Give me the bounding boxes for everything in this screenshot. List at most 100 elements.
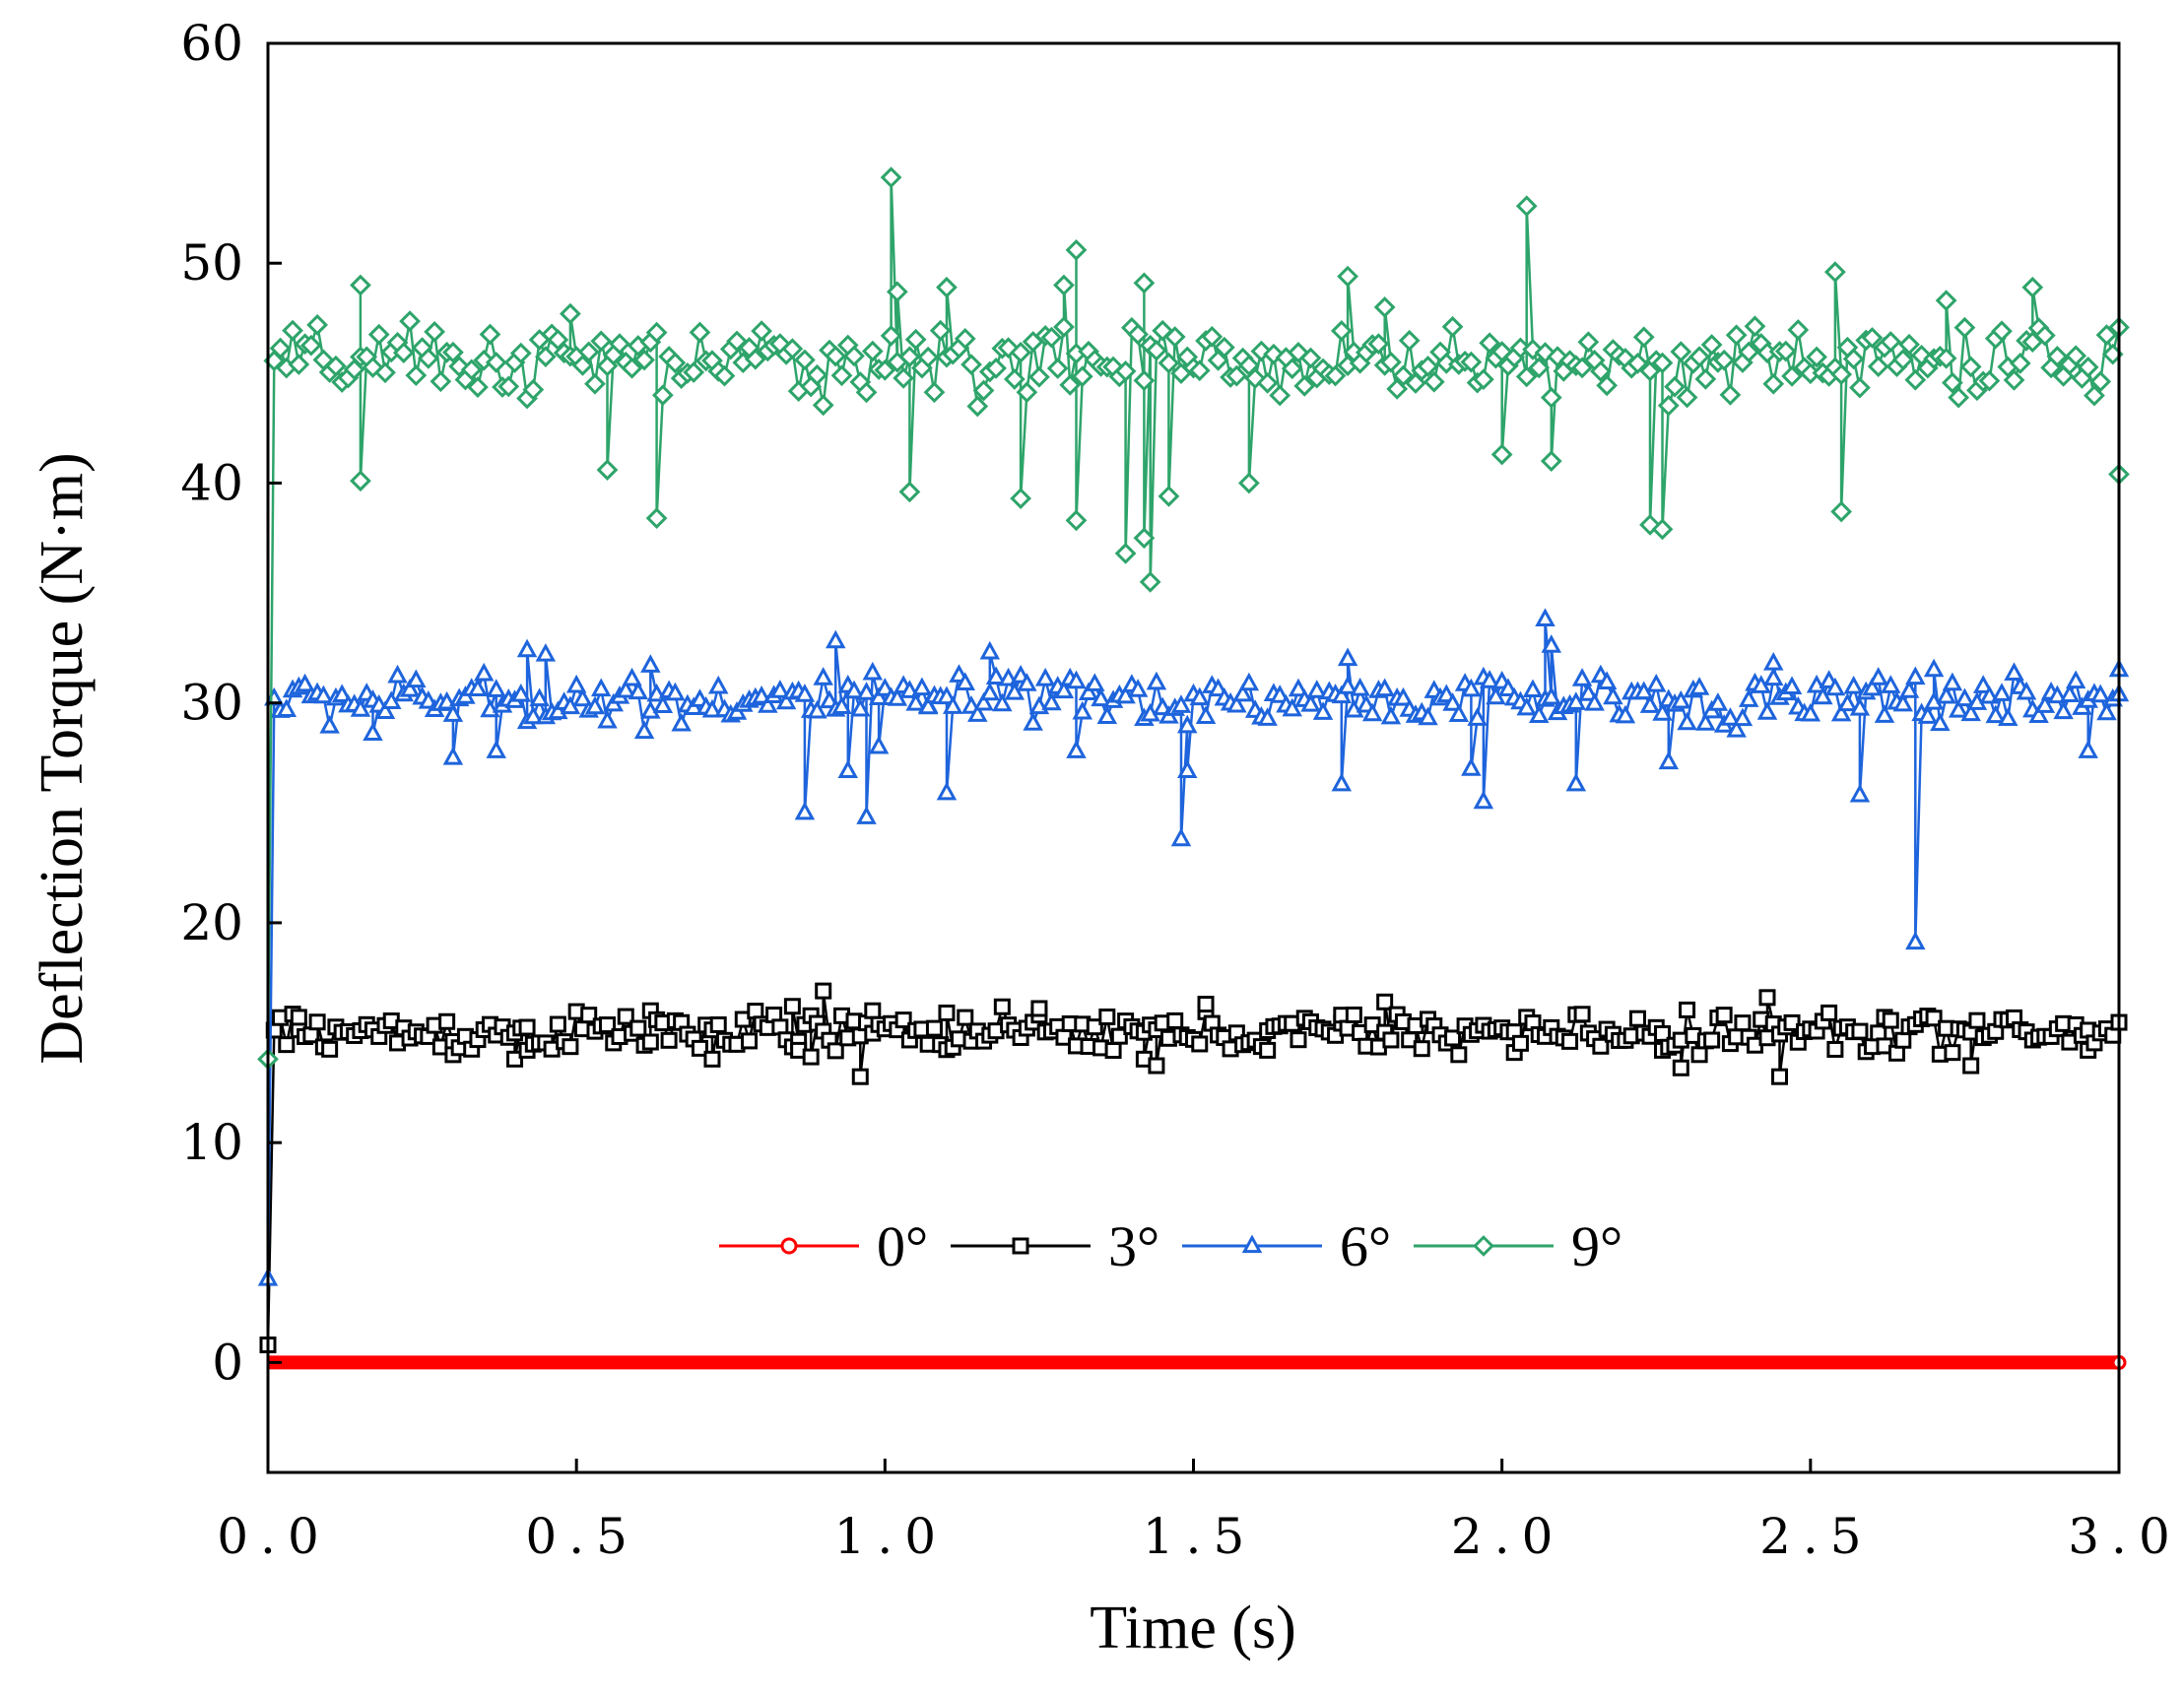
diamond-marker [1670,341,1692,362]
triangle-marker [1726,718,1747,738]
square-marker [518,1018,536,1036]
diamond-marker [1473,1235,1494,1257]
triangle-marker [1516,696,1537,716]
diamond-marker [923,381,946,404]
diamond-marker [880,325,902,347]
square-marker [290,1009,307,1026]
triangle-marker [1041,691,1062,711]
triangle-marker [1257,707,1278,726]
triangle-marker [1541,634,1562,653]
triangle-marker [775,690,797,710]
triangle-marker [1603,685,1623,705]
triangle-marker [905,691,926,711]
triangle-marker [363,722,383,742]
square-marker [1382,1031,1400,1049]
square-marker [938,1004,956,1021]
triangle-marker [837,759,858,778]
diamond-marker [1127,323,1150,346]
square-marker [1413,1040,1430,1058]
triangle-marker [473,662,495,682]
square-marker [549,1015,566,1033]
triangle-marker [276,698,298,717]
square-marker [815,982,832,1000]
diamond-marker [1028,365,1050,388]
triangle-marker [1269,685,1291,703]
triangle-marker [1091,687,1111,707]
square-marker [1734,1014,1752,1032]
diamond-marker [1774,340,1797,362]
diamond-marker [1651,352,1674,374]
square-marker [1894,1031,1912,1049]
triangle-marker [486,740,506,758]
diamond-marker [954,328,976,350]
square-marker [894,1011,912,1029]
diamond-marker [664,352,687,374]
diamond-marker [1590,360,1612,382]
diamond-marker [1891,349,1914,371]
diamond-marker [522,378,545,401]
diamond-marker [442,341,464,363]
triangle-marker [1442,692,1463,711]
series-1 [267,1354,2127,1370]
diamond-marker [893,367,914,389]
x-tick-label: 3.0 [2068,1508,2182,1565]
diamond-marker [1959,356,1982,378]
triangle-marker [1127,679,1149,697]
legend-label: 6° [1340,1214,1391,1278]
diamond-marker [1213,336,1235,359]
diamond-marker [560,302,581,325]
square-marker [783,998,801,1015]
diamond-marker [350,274,371,296]
triangle-marker [633,720,655,740]
triangle-marker [1176,759,1198,778]
diamond-marker [645,507,668,530]
diamond-marker [1417,356,1439,377]
triangle-marker [331,684,353,703]
diamond-marker [633,349,655,371]
triangle-marker [807,699,827,719]
square-marker [741,1032,759,1050]
square-marker [1820,1004,1838,1021]
triangle-marker [516,638,538,658]
triangle-marker [1241,1234,1263,1254]
diamond-marker [534,346,557,367]
diamond-marker [1441,315,1464,338]
square-marker [1962,1057,1980,1075]
triangle-marker [1053,680,1075,699]
triangle-marker [979,640,1001,660]
diamond-marker [830,364,853,387]
triangle-marker [1085,673,1105,691]
triangle-marker [1195,705,1217,724]
triangle-marker [2089,684,2111,703]
diamond-marker [1133,527,1156,550]
square-marker [438,1012,456,1030]
diamond-marker [1386,378,1409,400]
square-marker [851,1068,869,1085]
diamond-marker [917,346,940,368]
triangle-marker [850,697,871,717]
legend-label: 3° [1108,1214,1159,1278]
diamond-marker [1942,371,1963,394]
plot-area [268,43,2119,1472]
diamond-marker [1392,364,1415,387]
diamond-marker [1676,386,1698,409]
triangle-marker [1898,680,1920,698]
diamond-marker [584,372,606,395]
diamond-marker [1935,347,1957,369]
diamond-marker [1139,571,1161,593]
square-marker [1561,1032,1579,1050]
diamond-marker [1719,384,1742,406]
diamond-marker [1948,386,1970,409]
triangle-marker [640,699,661,719]
diamond-marker [1571,357,1593,379]
triangle-marker [1756,701,1778,720]
triangle-marker [1923,658,1945,678]
triangle-marker [1936,685,1956,704]
triangle-marker [1529,704,1550,724]
diamond-marker [1133,272,1156,294]
diamond-marker [367,323,390,346]
square-marker [617,1008,634,1025]
triangle-marker [1639,694,1661,713]
triangle-marker [1892,692,1914,712]
square-marker [1450,1046,1468,1064]
